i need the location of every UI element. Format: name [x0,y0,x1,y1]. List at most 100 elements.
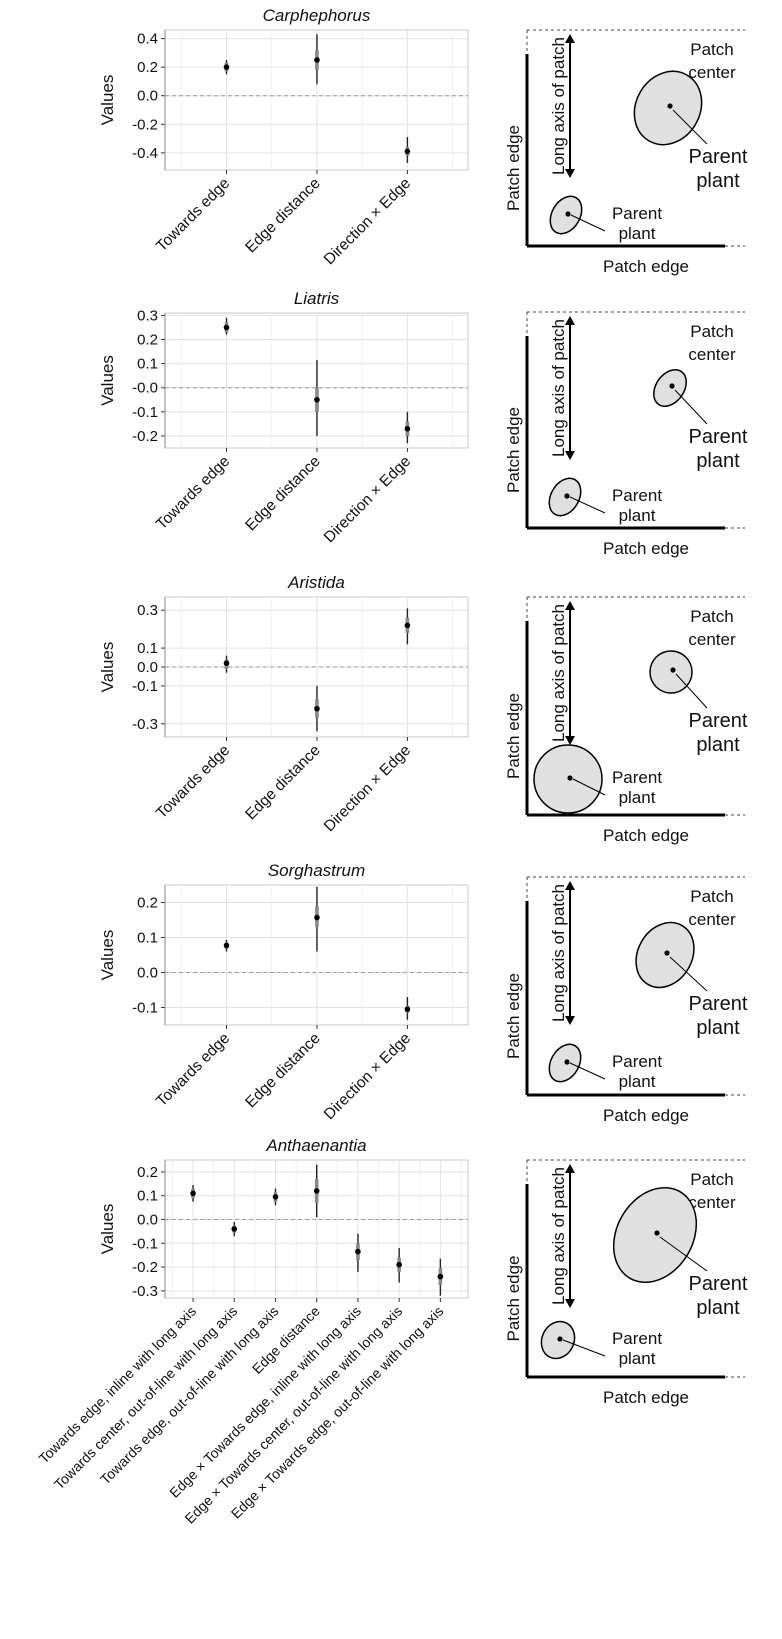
y-tick-label: 0.3 [137,307,158,324]
data-point [313,1188,320,1194]
y-axis-label: Values [98,930,117,981]
patch-center-label: center [688,910,736,929]
patch-edge-label: Patch edge [504,1255,523,1341]
long-axis-label: Long axis of patch [549,1167,568,1305]
parent-plant-dot [664,950,670,956]
chart-title: Liatris [294,289,340,308]
x-tick-label: Towards edge [153,1030,233,1110]
data-point [272,1194,279,1200]
dispersal-ellipse-center [612,1186,698,1284]
y-tick-label: -0.1 [132,1235,158,1252]
parent-plant-label: Parent [689,1273,748,1295]
y-tick-label: -0.1 [132,678,158,695]
chart-title: Aristida [287,573,345,592]
parent-plant-label: Parent [612,1329,662,1348]
patch-edge-label: Patch edge [504,125,523,211]
y-tick-label: -0.2 [132,1259,158,1276]
patch-edge-label: Patch edge [504,407,523,493]
chart-panel-1: Carphephorus 0.4 0.2 0.0 -0.2 -0.4 Values Towar… [98,6,469,268]
patch-center-label: Patch [690,607,733,626]
x-tick-label: Towards edge [153,175,233,255]
parent-plant-dot [567,775,573,781]
x-tick-label: Edge × Towards edge, inline with long ax… [166,1303,364,1501]
y-tick-label: 0.0 [137,659,158,676]
patch-center-label: center [688,630,736,649]
pointer-line [569,496,606,514]
data-point [223,324,230,331]
pointer-line [669,956,708,992]
chart-panel-2: Liatris 0.3 0.2 0.1 -0.0 -0.1 -0.2 Values Toward… [98,289,469,546]
data-point [314,914,320,921]
parent-plant-label: plant [696,170,740,192]
data-point [437,1273,444,1280]
data-point [404,425,411,432]
y-tick-label: 0.2 [137,332,158,349]
dispersal-ellipse-center [635,921,695,989]
y-tick-label: 0.3 [137,602,158,619]
chart-panel-5: Anthaenantia 0.2 0.1 0.0 -0.1 -0.2 -0.3 Values T… [35,1136,469,1527]
parent-plant-dot [669,383,675,389]
chart-panel-3: Aristida 0.3 0.1 0.0 -0.1 -0.3 Values Towards e… [98,573,469,835]
data-point [396,1261,402,1268]
parent-plant-label: plant [619,1072,656,1091]
pointer-line [572,778,606,796]
patch-diagram-2: Patch edge Patch edge Long axis of patch Pa… [504,311,748,558]
y-axis-label: Values [98,355,117,406]
data-point [355,1248,361,1255]
parent-plant-label: plant [619,788,656,807]
x-tick-label: Towards edge [153,742,233,822]
x-tick-label: Direction × Edge [321,1030,414,1123]
data-point [231,1226,238,1232]
y-tick-label: 0.0 [137,965,158,982]
patch-diagram-1: Patch edge Patch edge Long axis of patch Pa… [504,29,748,276]
patch-diagram-5: Patch edge Patch edge Long axis of patch Pa… [504,1159,748,1407]
parent-plant-label: Parent [689,710,748,732]
parent-plant-label: plant [619,224,656,243]
parent-plant-dot [565,211,571,217]
patch-center-label: Patch [690,1170,733,1189]
arrow-head-icon [565,1299,575,1308]
y-tick-label: -0.1 [132,404,158,421]
long-axis-label: Long axis of patch [549,319,568,457]
arrow-head-icon [565,736,575,745]
patch-diagram-3: Patch edge Patch edge Long axis of patch Pa… [504,596,748,845]
dispersal-ellipse-center [653,369,687,407]
parent-plant-label: Parent [612,486,662,505]
y-tick-label: 0.2 [137,59,158,76]
y-tick-label: -0.3 [132,716,158,733]
parent-plant-label: plant [696,734,740,756]
parent-plant-dot [564,493,570,499]
parent-plant-label: plant [696,450,740,472]
parent-plant-label: plant [619,506,656,525]
data-point [404,148,411,155]
patch-edge-label: Patch edge [603,1388,689,1407]
parent-plant-label: Parent [612,204,662,223]
y-tick-label: 0.1 [137,930,158,947]
x-tick-label: Towards edge [153,453,233,533]
patch-edge-label: Patch edge [504,973,523,1059]
pointer-line [659,1236,708,1272]
y-tick-label: 0.2 [137,895,158,912]
parent-plant-dot [564,1059,570,1065]
y-tick-label: -0.3 [132,1283,158,1300]
patch-center-label: center [688,63,736,82]
patch-center-label: Patch [690,887,733,906]
arrow-head-icon [565,881,575,890]
data-point [190,1190,196,1197]
x-tick-label: Towards edge, inline with long axis [35,1303,199,1467]
parent-plant-label: plant [696,1017,740,1039]
pointer-line [675,673,708,709]
patch-center-label: Patch [690,40,733,59]
chart-title: Sorghastrum [268,861,365,880]
parent-plant-label: plant [696,1297,740,1319]
long-axis-label: Long axis of patch [549,37,568,175]
x-tick-label: Direction × Edge [321,742,414,835]
pointer-line [569,1062,606,1080]
x-tick-label: Edge distance [242,453,323,534]
y-tick-label: 0.0 [137,88,158,105]
parent-plant-label: Parent [689,993,748,1015]
y-axis-label: Values [98,75,117,126]
y-tick-label: -0.2 [132,428,158,445]
y-axis-label: Values [98,1204,117,1255]
pointer-line [674,389,708,425]
